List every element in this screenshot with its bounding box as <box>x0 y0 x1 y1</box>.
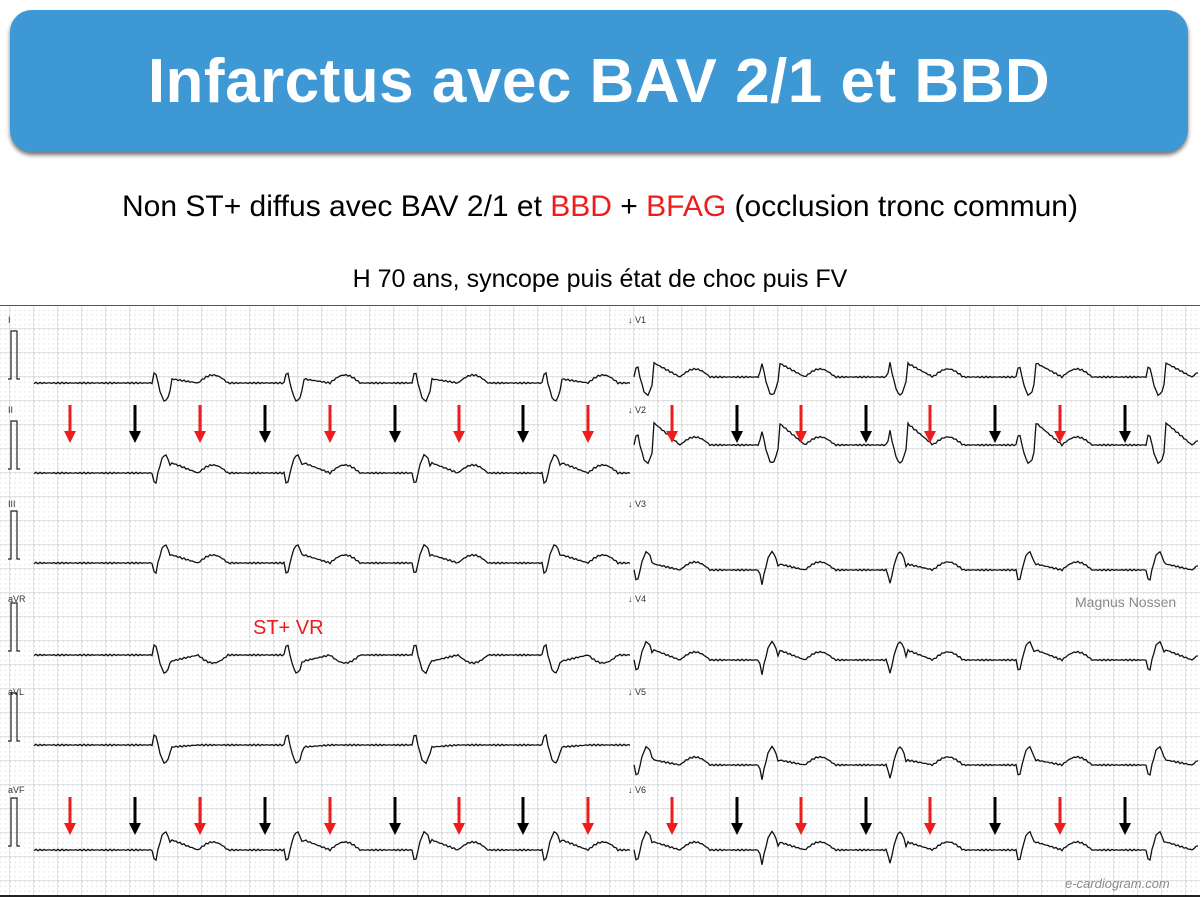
subtitle-bfag: BFAG <box>646 190 727 223</box>
lead-label-aVR: aVR <box>8 594 26 604</box>
conducted-p-wave-arrow <box>582 405 594 443</box>
trace-aVR <box>33 643 631 675</box>
trace-V5 <box>633 745 1199 780</box>
st-elevation-avr-annotation: ST+ VR <box>253 617 324 639</box>
trace-V2 <box>633 421 1199 465</box>
blocked-p-wave-arrow <box>129 405 141 443</box>
lead-label-V4: ↓ V4 <box>628 594 646 604</box>
blocked-p-wave-arrow <box>1119 797 1131 835</box>
calibration-pulse <box>8 692 20 742</box>
author-watermark: Magnus Nossen <box>1075 594 1177 610</box>
blocked-p-wave-arrow <box>389 797 401 835</box>
conducted-p-wave-arrow <box>64 797 76 835</box>
blocked-p-wave-arrow <box>517 797 529 835</box>
conducted-p-wave-arrow <box>194 405 206 443</box>
ecg-grid <box>0 305 1200 895</box>
trace-aVL <box>33 733 631 765</box>
conducted-p-wave-arrow <box>64 405 76 443</box>
lead-label-V5: ↓ V5 <box>628 687 646 697</box>
blocked-p-wave-arrow <box>1119 405 1131 443</box>
blocked-p-wave-arrow <box>860 797 872 835</box>
lead-label-III: III <box>8 499 16 509</box>
subtitle-text-2: (occlusion tronc commun) <box>726 190 1078 223</box>
subtitle-text: Non ST+ diffus avec BAV 2/1 et <box>121 190 551 223</box>
conducted-p-wave-arrow <box>1054 797 1066 835</box>
conducted-p-wave-arrow <box>453 405 465 443</box>
blocked-p-wave-arrow <box>731 797 743 835</box>
blocked-p-wave-arrow <box>731 405 743 443</box>
calibration-pulse <box>8 602 20 652</box>
conducted-p-wave-arrow <box>1054 405 1066 443</box>
lead-label-V6: ↓ V6 <box>628 785 646 795</box>
conducted-p-wave-arrow <box>795 797 807 835</box>
conducted-p-wave-arrow <box>924 405 936 443</box>
trace-V3 <box>633 550 1199 585</box>
blocked-p-wave-arrow <box>989 797 1001 835</box>
calibration-pulse <box>8 420 20 470</box>
subtitle-bbd: BBD <box>550 190 612 223</box>
title-banner: Infarctus avec BAV 2/1 et BBD <box>10 10 1188 152</box>
blocked-p-wave-arrow <box>517 405 529 443</box>
blocked-p-wave-arrow <box>129 797 141 835</box>
blocked-p-wave-arrow <box>259 405 271 443</box>
calibration-pulse <box>8 510 20 560</box>
conducted-p-wave-arrow <box>666 797 678 835</box>
blocked-p-wave-arrow <box>389 405 401 443</box>
conducted-p-wave-arrow <box>924 797 936 835</box>
trace-V6 <box>633 830 1199 865</box>
lead-label-V2: ↓ V2 <box>628 405 646 415</box>
lead-label-II: II <box>8 405 13 415</box>
blocked-p-wave-arrow <box>989 405 1001 443</box>
lead-label-V3: ↓ V3 <box>628 499 646 509</box>
lead-label-aVL: aVL <box>8 687 24 697</box>
trace-III <box>33 543 631 575</box>
trace-V1 <box>633 361 1199 397</box>
subtitle-plus: + <box>611 190 647 223</box>
calibration-pulse <box>8 330 20 380</box>
trace-II <box>33 453 631 485</box>
blocked-p-wave-arrow <box>259 797 271 835</box>
conducted-p-wave-arrow <box>795 405 807 443</box>
conducted-p-wave-arrow <box>666 405 678 443</box>
conducted-p-wave-arrow <box>324 797 336 835</box>
blocked-p-wave-arrow <box>860 405 872 443</box>
conducted-p-wave-arrow <box>324 405 336 443</box>
slide-title: Infarctus avec BAV 2/1 et BBD <box>147 46 1051 116</box>
trace-I <box>33 371 631 403</box>
subtitle: Non ST+ diffus avec BAV 2/1 et BBD + BFA… <box>0 190 1200 224</box>
lead-label-aVF: aVF <box>8 785 25 795</box>
lead-label-I: I <box>8 315 11 325</box>
conducted-p-wave-arrow <box>453 797 465 835</box>
site-watermark: e-cardiogram.com <box>1065 876 1170 891</box>
patient-caption: H 70 ans, syncope puis état de choc puis… <box>352 265 848 293</box>
conducted-p-wave-arrow <box>194 797 206 835</box>
trace-V4 <box>633 640 1199 675</box>
conducted-p-wave-arrow <box>582 797 594 835</box>
calibration-pulse <box>8 797 20 847</box>
trace-aVF <box>33 830 631 862</box>
lead-label-V1: ↓ V1 <box>628 315 646 325</box>
